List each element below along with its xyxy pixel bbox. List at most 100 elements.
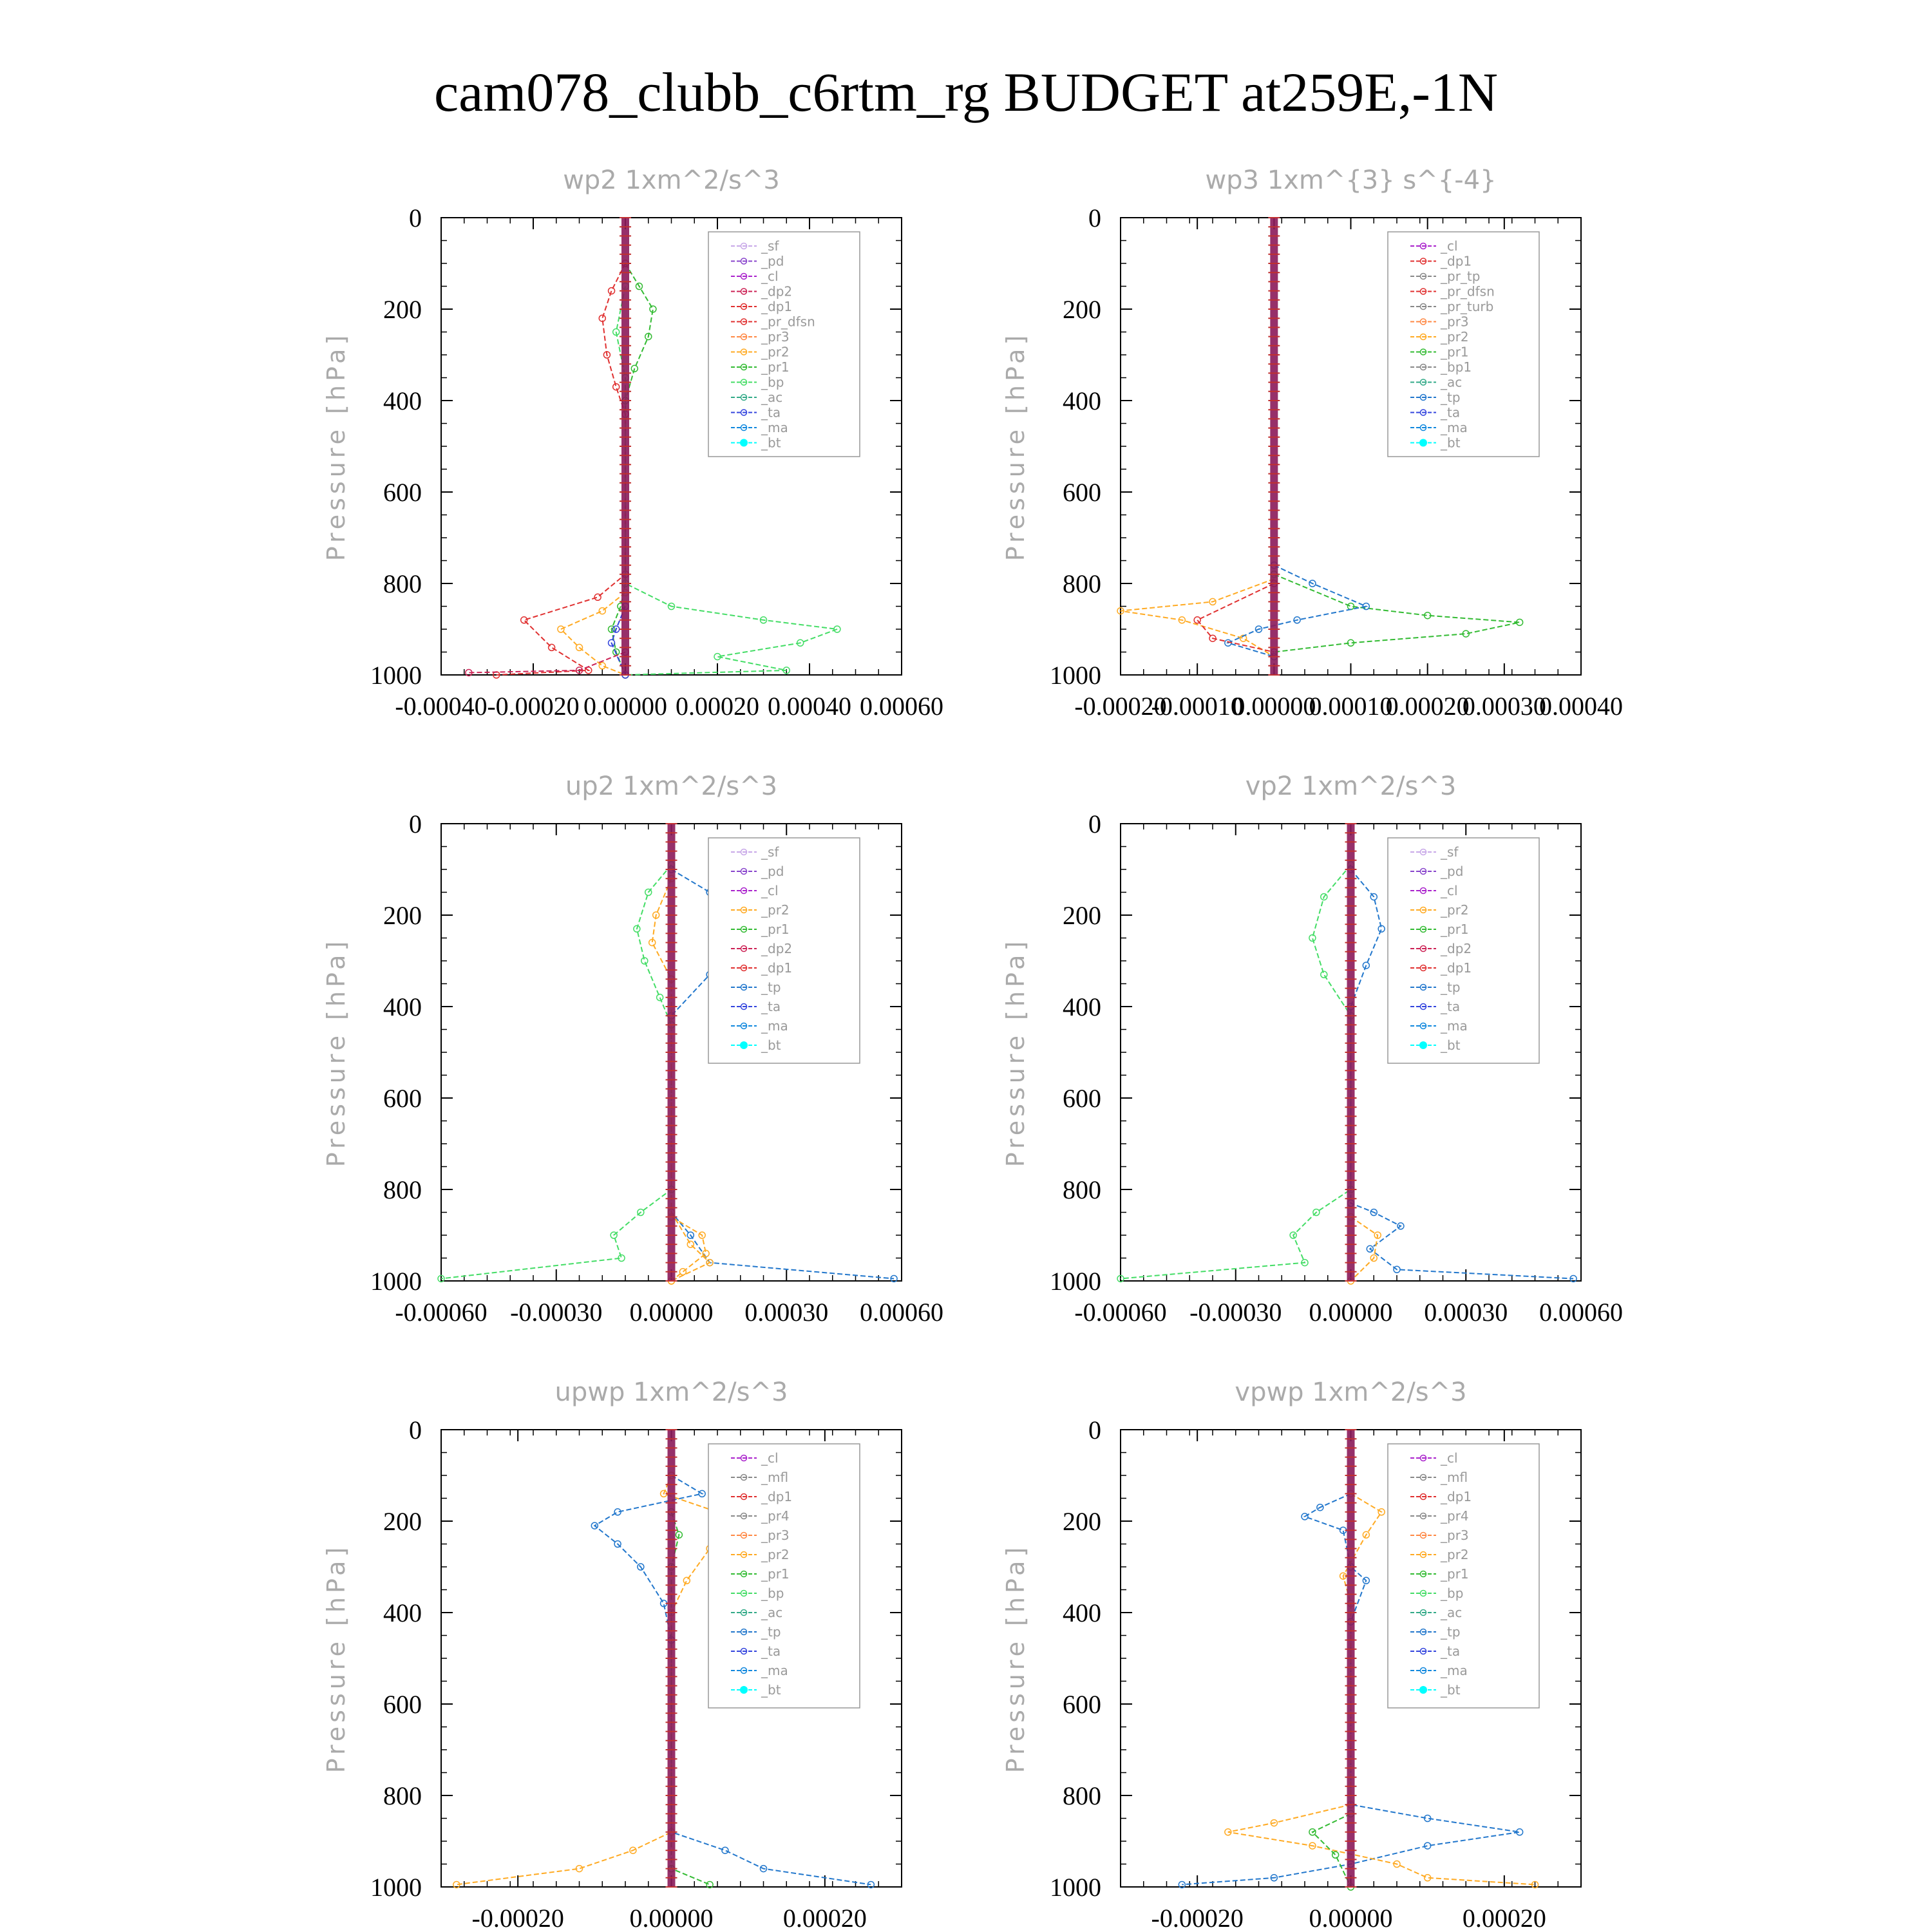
series-point <box>759 616 768 624</box>
series-point <box>867 1880 875 1889</box>
series-point <box>1370 1254 1378 1262</box>
legend-marker <box>1419 906 1427 914</box>
series-point <box>706 1258 714 1267</box>
y-tick-label: 1000 <box>1050 1873 1101 1902</box>
legend-marker <box>740 333 748 341</box>
series-point <box>1209 634 1217 642</box>
legend-label: _ma <box>761 1018 788 1034</box>
legend-label: _ta <box>1440 405 1460 421</box>
series-point <box>1462 630 1470 638</box>
legend-label: _bp1 <box>1440 359 1472 375</box>
legend-marker <box>1419 887 1427 895</box>
legend-label: _bt <box>1440 1682 1461 1698</box>
legend-label: _bp <box>761 375 784 390</box>
legend-marker <box>1419 964 1427 972</box>
series-point <box>610 1231 618 1239</box>
series-point <box>641 957 649 965</box>
legend-marker <box>1419 1473 1427 1481</box>
legend-label: _ta <box>1440 1643 1460 1659</box>
legend-marker <box>740 1551 748 1558</box>
series-point <box>1270 1874 1278 1882</box>
series-line <box>651 878 707 1282</box>
series-point <box>1331 1851 1340 1859</box>
y-tick-label: 800 <box>383 1175 422 1204</box>
chart-panel: vp2 1xm^2/s^3 Pressure [hPa] 0 200 400 600 800… <box>1001 772 1623 1327</box>
legend-marker <box>740 1667 748 1674</box>
y-tick-label: 400 <box>1063 992 1101 1021</box>
series-point <box>1347 639 1355 647</box>
x-tick-label: 0.00030 <box>1424 1298 1508 1327</box>
legend-marker <box>740 1531 748 1539</box>
series-point <box>607 625 616 633</box>
y-tick-label: 400 <box>1063 1598 1101 1627</box>
legend-marker <box>1419 242 1427 250</box>
chart-panel: upwp 1xm^2/s^3 Pressure [hPa] 0 200 400 600 80… <box>322 1378 902 1932</box>
y-tick-label: 600 <box>383 1084 422 1113</box>
x-tick-label: 0.00030 <box>1463 692 1546 721</box>
series-point <box>618 1254 625 1262</box>
legend-label: _bt <box>761 435 781 451</box>
x-tick-label: 0.00000 <box>630 1904 714 1932</box>
legend-label: _pr3 <box>1440 314 1469 330</box>
legend-label: _bt <box>1440 435 1461 451</box>
panels-group: wp2 1xm^2/s^3 Pressure [hPa] 0 200 400 600 800… <box>322 166 1623 1932</box>
y-axis-label: Pressure [hPa] <box>322 1544 350 1774</box>
x-tick-label: -0.00020 <box>1074 692 1166 721</box>
legend-marker <box>1419 439 1427 447</box>
x-tick-label: 0.00020 <box>783 1904 867 1932</box>
legend-marker <box>740 1609 748 1616</box>
series-point <box>1423 1842 1432 1850</box>
y-tick-label: 600 <box>1063 1690 1101 1719</box>
legend-marker <box>740 1493 748 1501</box>
y-tick-label: 0 <box>1088 810 1101 838</box>
x-tick-label: 0.00020 <box>1386 692 1470 721</box>
chart-panel: wp2 1xm^2/s^3 Pressure [hPa] 0 200 400 600 800… <box>322 166 943 721</box>
legend-label: _cl <box>761 269 779 284</box>
series-point <box>612 328 620 336</box>
series-line <box>1226 564 1368 658</box>
legend-label: _pr1 <box>1440 1566 1469 1582</box>
legend-marker <box>740 1570 748 1578</box>
y-tick-label: 800 <box>1063 1175 1101 1204</box>
legend-label: _tp <box>761 1624 781 1640</box>
series-point <box>614 1508 621 1516</box>
legend-marker <box>1419 1003 1427 1010</box>
series-point <box>575 667 583 674</box>
series-point <box>667 602 676 611</box>
series-point <box>1569 1274 1577 1283</box>
legend-marker <box>1419 258 1427 265</box>
panel-title: upwp 1xm^2/s^3 <box>555 1378 788 1407</box>
legend-label: _pr4 <box>761 1508 790 1524</box>
y-tick-label: 200 <box>383 295 422 324</box>
y-tick-label: 800 <box>383 1781 422 1810</box>
x-tick-label: 0.00060 <box>1539 1298 1623 1327</box>
series-point <box>796 639 804 647</box>
series-point <box>1362 602 1370 611</box>
legend-marker <box>740 1003 748 1010</box>
legend-marker <box>740 1628 748 1636</box>
series-line <box>1182 1493 1520 1886</box>
series-point <box>721 1846 729 1854</box>
legend-label: _sf <box>761 844 779 860</box>
series-point <box>1289 1231 1297 1239</box>
legend-marker <box>1419 1686 1427 1694</box>
legend-label: _ma <box>1440 1663 1468 1678</box>
series-point <box>1309 580 1316 587</box>
x-tick-label: -0.00040 <box>395 692 487 721</box>
series-point <box>698 1490 706 1498</box>
legend-marker <box>1419 1531 1427 1539</box>
y-tick-label: 200 <box>383 1507 422 1536</box>
y-axis-label: Pressure [hPa] <box>322 332 350 562</box>
series-line <box>1350 1216 1379 1282</box>
legend-label: _cl <box>761 1450 779 1466</box>
series-line <box>496 263 626 676</box>
legend-label: _pr_dfsn <box>1440 284 1495 299</box>
legend-marker <box>1419 318 1427 325</box>
x-tick-label: -0.00060 <box>395 1298 487 1327</box>
panel-title: wp2 1xm^2/s^3 <box>563 166 780 195</box>
y-tick-label: 0 <box>409 1416 422 1444</box>
series-point <box>782 667 790 674</box>
y-axis-label: Pressure [hPa] <box>322 938 350 1168</box>
legend-marker <box>740 848 748 856</box>
